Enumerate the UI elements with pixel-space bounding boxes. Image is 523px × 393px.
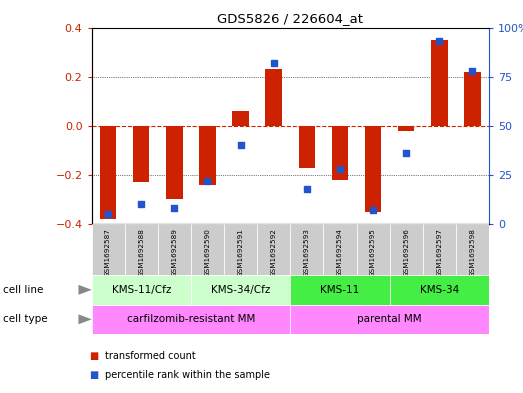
Text: GSM1692587: GSM1692587 [105, 228, 111, 277]
Bar [199, 126, 216, 185]
Text: GSM1692590: GSM1692590 [204, 228, 210, 277]
Text: KMS-34: KMS-34 [419, 285, 459, 295]
Bar [456, 224, 489, 275]
Text: ■: ■ [89, 351, 98, 361]
Point [369, 207, 377, 213]
Text: GSM1692591: GSM1692591 [237, 228, 244, 277]
Bar [398, 126, 414, 130]
Text: GSM1692598: GSM1692598 [470, 228, 475, 277]
Bar [191, 275, 290, 305]
Bar [266, 69, 282, 126]
Point [435, 38, 444, 44]
Point [170, 205, 178, 211]
Bar [290, 275, 390, 305]
Bar [390, 275, 489, 305]
Bar [92, 224, 124, 275]
Text: GSM1692593: GSM1692593 [304, 228, 310, 277]
Text: GSM1692596: GSM1692596 [403, 228, 409, 277]
Bar [332, 126, 348, 180]
Bar [124, 224, 158, 275]
Bar [232, 111, 249, 126]
Bar [290, 224, 323, 275]
Bar [323, 224, 357, 275]
Point [468, 68, 476, 74]
Text: GDS5826 / 226604_at: GDS5826 / 226604_at [217, 12, 363, 25]
Text: KMS-34/Cfz: KMS-34/Cfz [211, 285, 270, 295]
Text: GSM1692592: GSM1692592 [271, 228, 277, 277]
Text: GSM1692589: GSM1692589 [172, 228, 177, 277]
Point [236, 142, 245, 149]
Point [203, 178, 212, 184]
Text: GSM1692594: GSM1692594 [337, 228, 343, 277]
Bar [166, 126, 183, 199]
Polygon shape [78, 314, 92, 324]
Bar [191, 224, 224, 275]
Text: carfilzomib-resistant MM: carfilzomib-resistant MM [127, 314, 255, 324]
Bar [357, 224, 390, 275]
Bar [423, 224, 456, 275]
Bar [224, 224, 257, 275]
Text: GSM1692588: GSM1692588 [138, 228, 144, 277]
Text: KMS-11/Cfz: KMS-11/Cfz [111, 285, 171, 295]
Point [104, 211, 112, 217]
Text: ■: ■ [89, 370, 98, 380]
Text: cell type: cell type [3, 314, 47, 324]
Text: KMS-11: KMS-11 [320, 285, 360, 295]
Point [137, 201, 145, 208]
Point [402, 150, 411, 156]
Bar [257, 224, 290, 275]
Text: percentile rank within the sample: percentile rank within the sample [105, 370, 269, 380]
Point [303, 185, 311, 192]
Point [269, 60, 278, 66]
Bar [92, 275, 191, 305]
Text: GSM1692595: GSM1692595 [370, 228, 376, 277]
Text: GSM1692597: GSM1692597 [436, 228, 442, 277]
Bar [464, 72, 481, 126]
Bar [290, 305, 489, 334]
Bar [133, 126, 150, 182]
Point [336, 166, 344, 172]
Bar [390, 224, 423, 275]
Polygon shape [78, 285, 92, 295]
Bar [158, 224, 191, 275]
Text: cell line: cell line [3, 285, 43, 295]
Bar [299, 126, 315, 167]
Bar [431, 40, 448, 126]
Bar [365, 126, 381, 212]
Text: transformed count: transformed count [105, 351, 196, 361]
Text: parental MM: parental MM [357, 314, 422, 324]
Bar [100, 126, 116, 219]
Bar [92, 305, 290, 334]
